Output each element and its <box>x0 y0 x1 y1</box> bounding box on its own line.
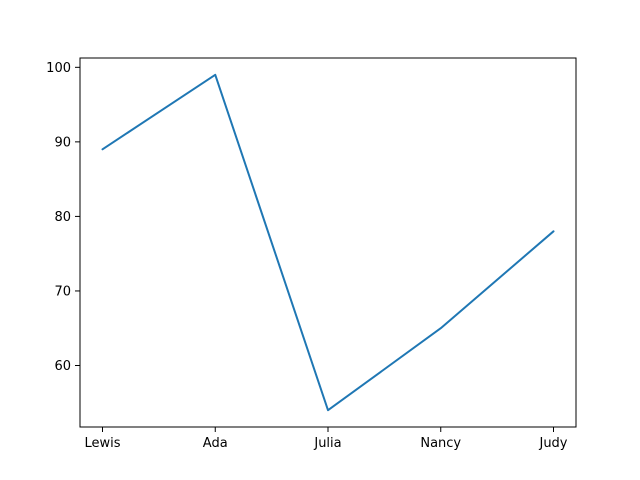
x-tick-label: Lewis <box>84 436 120 451</box>
y-tick-label: 60 <box>54 359 71 374</box>
series-line-0 <box>101 73 555 412</box>
y-tick-label: 70 <box>54 284 71 299</box>
y-tick-label: 100 <box>46 61 71 76</box>
x-tick-label: Julia <box>313 436 341 451</box>
plot-area <box>101 73 555 412</box>
y-tick-label: 80 <box>54 210 71 225</box>
x-tick-label: Nancy <box>420 436 461 451</box>
x-tick-label: Judy <box>538 436 567 451</box>
plot-frame <box>79 57 577 428</box>
y-tick-label: 90 <box>54 135 71 150</box>
x-axis: Lewis Ada Julia Nancy Judy <box>84 427 568 451</box>
x-tick-label: Ada <box>203 436 228 451</box>
y-axis: 60 70 80 90 100 <box>46 61 80 374</box>
